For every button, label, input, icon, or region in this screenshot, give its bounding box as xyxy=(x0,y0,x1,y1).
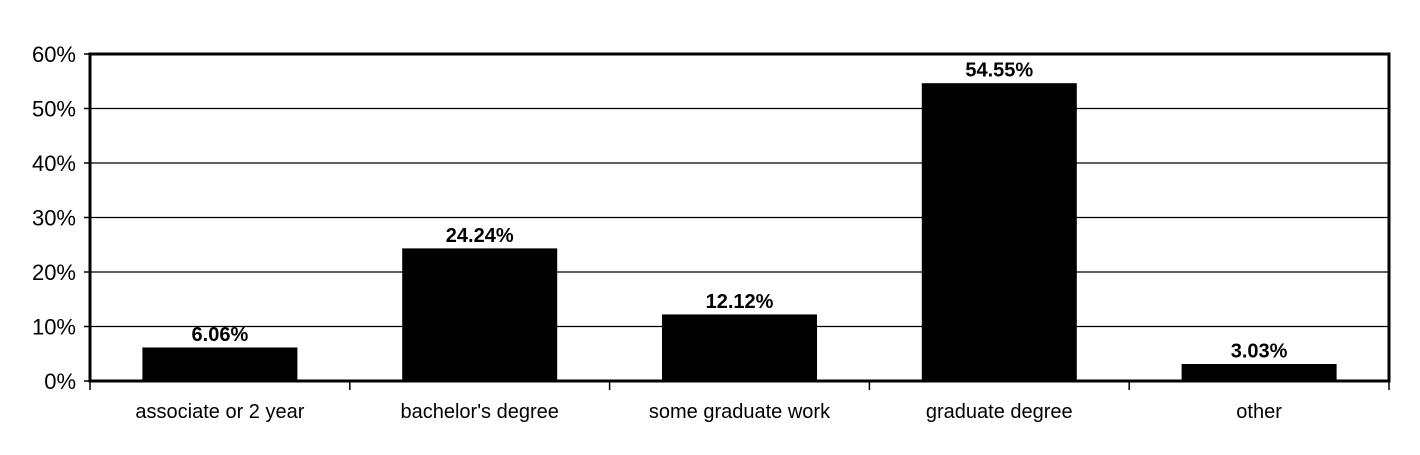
x-tick-label: bachelor's degree xyxy=(401,401,559,423)
x-tick-label: graduate degree xyxy=(926,401,1073,423)
bar xyxy=(402,248,558,382)
bar xyxy=(142,347,298,382)
x-tick-label: some graduate work xyxy=(649,401,831,423)
y-tick-labels: 0% 10% 20% 30% 40% 50% 60% xyxy=(32,42,76,394)
y-tick-label: 50% xyxy=(32,97,76,122)
bar xyxy=(662,314,817,382)
data-label: 24.24% xyxy=(446,225,514,247)
bar xyxy=(1181,363,1337,382)
axes xyxy=(84,52,1391,390)
bars xyxy=(142,83,1337,382)
data-label: 54.55% xyxy=(965,60,1033,82)
x-tick-label: other xyxy=(1236,401,1282,423)
y-tick-label: 20% xyxy=(32,260,76,285)
y-tick-label: 0% xyxy=(44,369,76,394)
x-tick-labels: associate or 2 year bachelor's degree some… xyxy=(135,401,1282,423)
data-label: 3.03% xyxy=(1231,340,1288,362)
y-tick-label: 10% xyxy=(32,315,76,340)
y-tick-label: 60% xyxy=(32,42,76,67)
y-tick-label: 40% xyxy=(32,151,76,176)
x-tick-label: associate or 2 year xyxy=(135,401,304,423)
bar xyxy=(921,83,1077,382)
data-labels: 6.06% 24.24% 12.12% 54.55% 3.03% xyxy=(192,60,1288,363)
plot-frame xyxy=(88,52,1391,383)
y-tick-label: 30% xyxy=(32,206,76,231)
grid-lines xyxy=(90,53,1389,328)
data-label: 6.06% xyxy=(192,324,249,346)
data-label: 12.12% xyxy=(706,291,774,313)
